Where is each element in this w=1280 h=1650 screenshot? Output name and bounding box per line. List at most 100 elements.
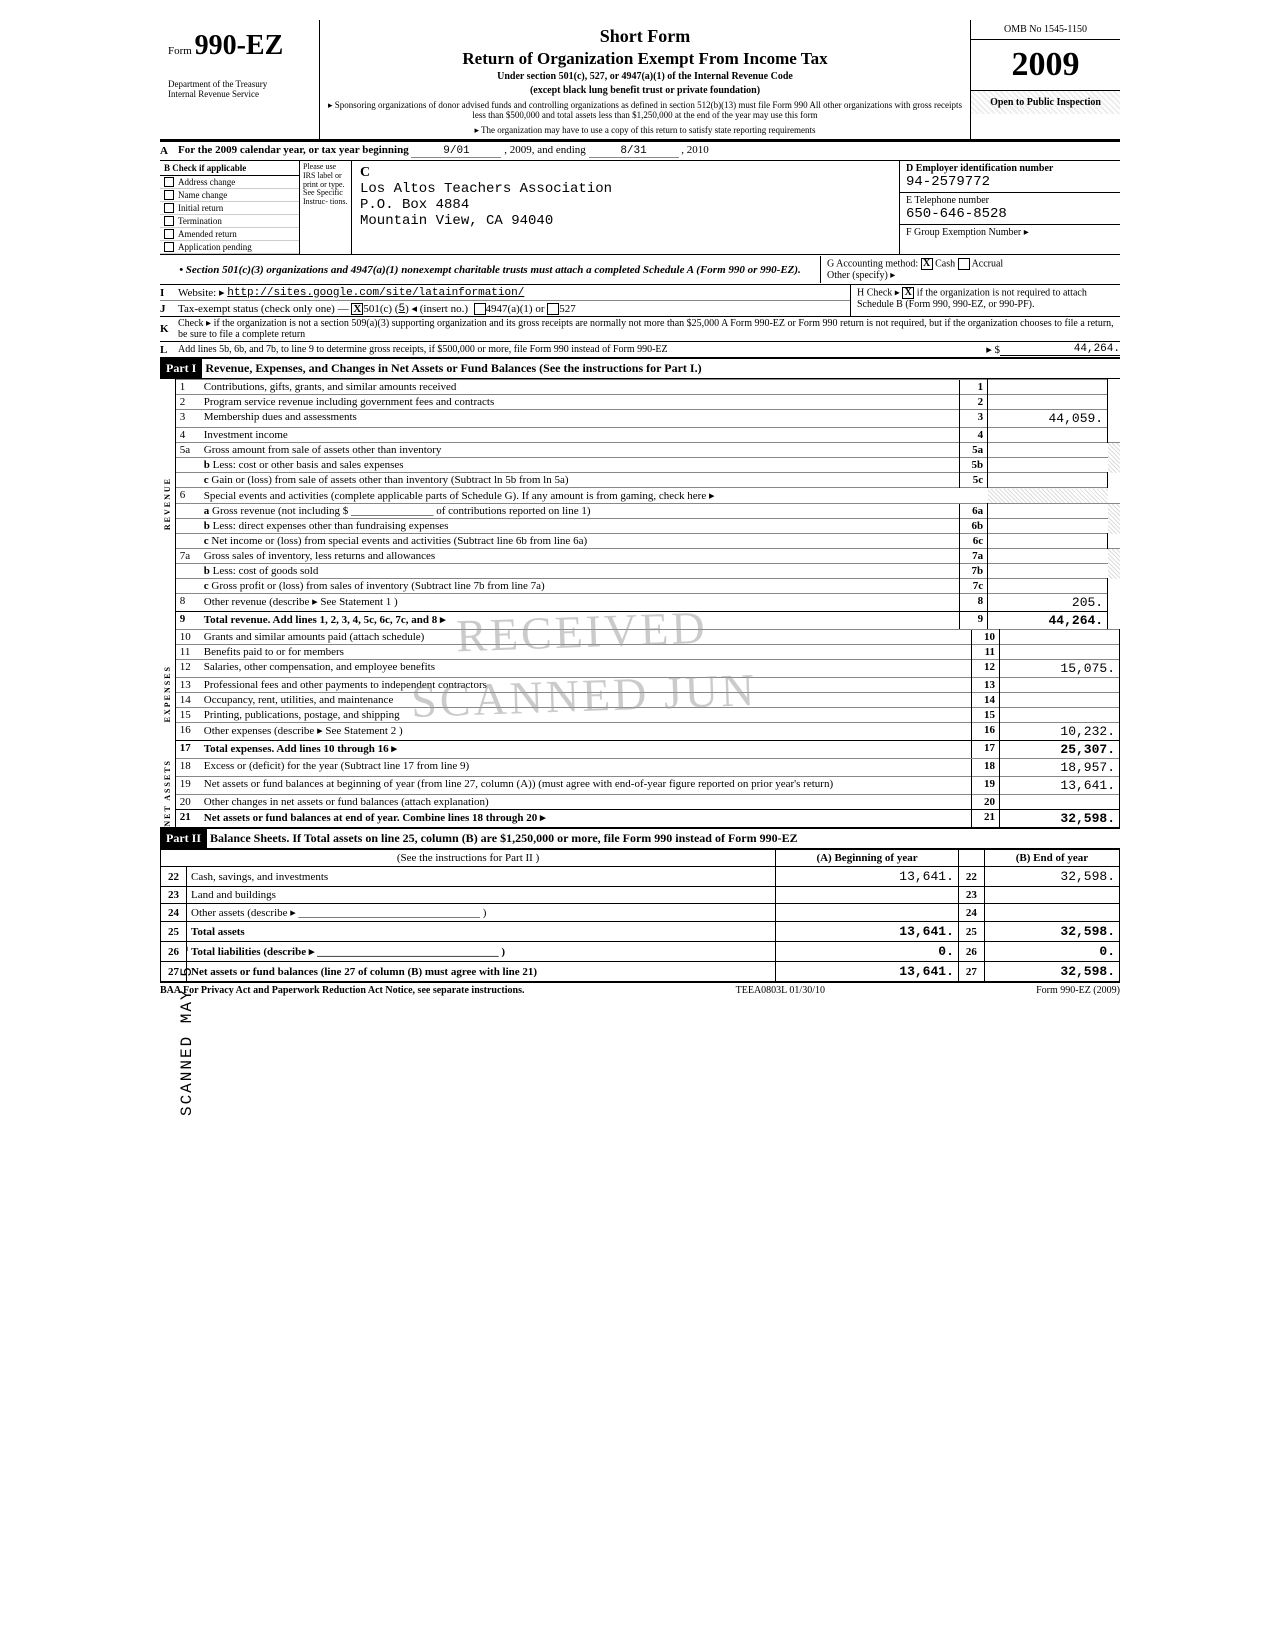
- subtitle-2: (except black lung benefit trust or priv…: [328, 85, 962, 97]
- col-C: C Los Altos Teachers Association P.O. Bo…: [352, 161, 900, 254]
- line-2: 2Program service revenue including gover…: [176, 395, 1120, 410]
- chk-amended[interactable]: Amended return: [160, 228, 299, 241]
- col-B: B Check if applicable Address change Nam…: [160, 161, 300, 254]
- line-10: 10Grants and similar amounts paid (attac…: [176, 630, 1120, 645]
- row-A: A For the 2009 calendar year, or tax yea…: [160, 142, 1120, 161]
- line-1: 1Contributions, gifts, grants, and simil…: [176, 380, 1120, 395]
- form-number-box: Form 990-EZ Department of the Treasury I…: [160, 20, 320, 139]
- fine-print-1: ▸ Sponsoring organizations of donor advi…: [328, 100, 962, 121]
- G-other: Other (specify) ▸: [827, 270, 895, 281]
- line-19: 19Net assets or fund balances at beginni…: [176, 777, 1120, 795]
- footer: BAA For Privacy Act and Paperwork Reduct…: [160, 982, 1120, 996]
- L-text: Add lines 5b, 6b, and 7b, to line 9 to d…: [178, 344, 986, 355]
- label-J: J: [160, 303, 178, 315]
- chk-H[interactable]: X: [902, 287, 914, 299]
- line-6: 6Special events and activities (complete…: [176, 488, 1120, 504]
- label-I: I: [160, 287, 178, 299]
- footer-code: TEEA0803L 01/30/10: [736, 985, 825, 996]
- part2-title: Balance Sheets. If Total assets on line …: [210, 831, 798, 845]
- balance-sheet-table: (See the instructions for Part II ) (A) …: [160, 849, 1120, 982]
- line-18: 18Excess or (deficit) for the year (Subt…: [176, 759, 1120, 777]
- part2-instr: (See the instructions for Part II ): [161, 850, 776, 867]
- label-L: L: [160, 344, 178, 356]
- org-addr2: Mountain View, CA 94040: [360, 213, 553, 229]
- dept-irs: Internal Revenue Service: [168, 89, 259, 99]
- line-7a: 7aGross sales of inventory, less returns…: [176, 549, 1120, 564]
- block-BCDEF: B Check if applicable Address change Nam…: [160, 161, 1120, 255]
- title-short-form: Short Form: [328, 26, 962, 47]
- netassets-table: 18Excess or (deficit) for the year (Subt…: [176, 758, 1120, 827]
- line-6a: a Gross revenue (not including $ _______…: [176, 504, 1120, 519]
- L-arrow: ▸ $: [986, 343, 1000, 356]
- col-DEF: D Employer identification number 94-2579…: [900, 161, 1120, 254]
- A-text: For the 2009 calendar year, or tax year …: [178, 144, 409, 156]
- A-begin-date: 9/01: [411, 145, 501, 158]
- irs-label-note: Please use IRS label or print or type. S…: [300, 161, 352, 254]
- chk-pending[interactable]: Application pending: [160, 241, 299, 254]
- chk-501c[interactable]: X: [351, 303, 363, 315]
- J-4947: 4947(a)(1) or: [486, 303, 545, 315]
- chk-termination[interactable]: Termination: [160, 215, 299, 228]
- line-5c: c Gain or (loss) from sale of assets oth…: [176, 473, 1120, 488]
- chk-527[interactable]: [547, 303, 559, 315]
- part1-tag: Part I: [160, 359, 202, 378]
- colA-header: (A) Beginning of year: [776, 850, 959, 867]
- part2-tag: Part II: [160, 829, 207, 848]
- J-text: Tax-exempt status (check only one) —: [178, 303, 349, 315]
- line-7c: c Gross profit or (loss) from sales of i…: [176, 579, 1120, 594]
- J-527: 527: [559, 303, 576, 315]
- line-16: 16Other expenses (describe ▸ See Stateme…: [176, 723, 1120, 741]
- chk-name-change[interactable]: Name change: [160, 189, 299, 202]
- bs-25: 25Total assets13,641.2532,598.: [161, 922, 1120, 942]
- chk-cash[interactable]: X: [921, 258, 933, 270]
- omb-number: OMB No 1545-1150: [971, 20, 1120, 40]
- G-cash: Cash: [935, 258, 955, 269]
- label-F: F Group Exemption Number ▸: [906, 227, 1029, 238]
- chk-address-change[interactable]: Address change: [160, 176, 299, 189]
- J-501c-1: 501(c) (: [363, 303, 398, 315]
- subtitle-1: Under section 501(c), 527, or 4947(a)(1)…: [328, 71, 962, 83]
- title-box: Short Form Return of Organization Exempt…: [320, 20, 970, 139]
- line-9: 9Total revenue. Add lines 1, 2, 3, 4, 5c…: [176, 612, 1120, 630]
- label-G: G Accounting method:: [827, 258, 918, 269]
- form-header: Form 990-EZ Department of the Treasury I…: [160, 20, 1120, 142]
- I-text: Website: ▸: [178, 286, 225, 299]
- A-mid: , 2009, and ending: [504, 144, 586, 156]
- part1-header: Part I Revenue, Expenses, and Changes in…: [160, 358, 1120, 379]
- colB-header: (B) End of year: [984, 850, 1119, 867]
- year-box: OMB No 1545-1150 2009 Open to Public Ins…: [970, 20, 1120, 139]
- B-header: Check if applicable: [172, 163, 246, 173]
- form-number: 990-EZ: [195, 30, 284, 61]
- scanned-stamp: SCANNED MAY 5 -: [178, 942, 196, 1116]
- title-return: Return of Organization Exempt From Incom…: [328, 49, 962, 69]
- label-D: D Employer identification number: [906, 163, 1053, 174]
- line-6b: b Less: direct expenses other than fundr…: [176, 519, 1120, 534]
- line-6c: c Net income or (loss) from special even…: [176, 534, 1120, 549]
- chk-initial-return[interactable]: Initial return: [160, 202, 299, 215]
- A-year: , 2010: [681, 144, 709, 156]
- J-501c-2: ) ◂ (insert no.): [405, 302, 468, 315]
- label-C: C: [360, 165, 370, 180]
- line-20: 20Other changes in net assets or fund ba…: [176, 795, 1120, 810]
- fine-print-2: ▸ The organization may have to use a cop…: [328, 125, 962, 135]
- side-expenses: EXPENSES: [163, 665, 172, 722]
- footer-baa: BAA For Privacy Act and Paperwork Reduct…: [160, 985, 525, 996]
- org-addr1: P.O. Box 4884: [360, 197, 469, 213]
- bs-24: 24Other assets (describe ▸ _____________…: [161, 904, 1120, 922]
- footer-form: Form 990-EZ (2009): [1036, 985, 1120, 996]
- chk-accrual[interactable]: [958, 258, 970, 270]
- line-21: 21Net assets or fund balances at end of …: [176, 810, 1120, 828]
- line-4: 4Investment income4: [176, 428, 1120, 443]
- bs-22: 22Cash, savings, and investments13,641.2…: [161, 867, 1120, 887]
- ein: 94-2579772: [906, 174, 990, 190]
- line-5a: 5aGross amount from sale of assets other…: [176, 443, 1120, 458]
- line-12: 12Salaries, other compensation, and empl…: [176, 660, 1120, 678]
- L-value: 44,264.: [1000, 343, 1120, 356]
- chk-4947[interactable]: [474, 303, 486, 315]
- line-17: 17Total expenses. Add lines 10 through 1…: [176, 741, 1120, 759]
- label-A: A: [160, 145, 178, 157]
- dept-treasury: Department of the Treasury: [168, 79, 267, 89]
- K-text: Check ▸ if the organization is not a sec…: [178, 318, 1120, 340]
- label-E: E Telephone number: [906, 195, 989, 206]
- line-7b: b Less: cost of goods sold7b: [176, 564, 1120, 579]
